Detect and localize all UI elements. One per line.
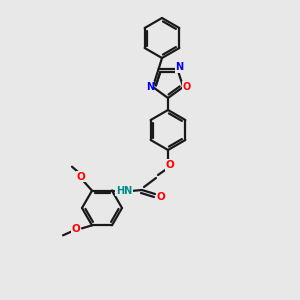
Text: N: N [146,82,154,92]
Text: N: N [175,62,184,72]
Text: O: O [182,82,190,92]
Text: O: O [157,192,165,202]
Text: O: O [166,160,174,170]
Text: O: O [72,224,80,234]
Text: O: O [76,172,85,182]
Text: HN: HN [116,186,132,196]
